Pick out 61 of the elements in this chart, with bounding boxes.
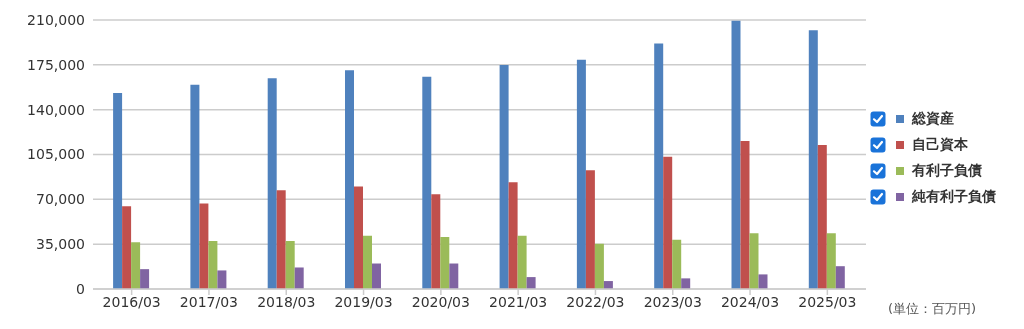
bar bbox=[526, 277, 536, 289]
bar bbox=[808, 30, 818, 289]
bar bbox=[817, 145, 827, 289]
bar bbox=[131, 242, 141, 289]
y-tick-label: 105,000 bbox=[27, 146, 85, 163]
bar bbox=[140, 269, 150, 289]
bar bbox=[199, 203, 209, 289]
legend-label: 純有利子負債 bbox=[912, 188, 996, 206]
bar bbox=[208, 240, 218, 289]
bar bbox=[354, 186, 363, 289]
bar bbox=[835, 266, 845, 289]
bar bbox=[585, 170, 595, 289]
bar bbox=[672, 239, 682, 289]
legend-label: 自己資本 bbox=[912, 136, 968, 154]
text: (単位：百万円) bbox=[888, 300, 977, 318]
bar bbox=[594, 243, 604, 289]
bar bbox=[122, 206, 132, 289]
bar bbox=[758, 274, 768, 289]
bar bbox=[576, 59, 586, 289]
bar bbox=[285, 240, 295, 289]
x-tick-label: 2022/03 bbox=[566, 293, 625, 310]
bar bbox=[517, 235, 527, 289]
y-tick-label: 35,000 bbox=[36, 236, 85, 253]
x-tick-label: 2016/03 bbox=[102, 293, 161, 310]
bar bbox=[422, 76, 432, 289]
x-tick-label: 2023/03 bbox=[643, 293, 702, 310]
bar bbox=[294, 267, 304, 289]
bar bbox=[217, 270, 227, 289]
x-tick-label: 2025/03 bbox=[798, 293, 857, 310]
bar bbox=[731, 20, 741, 289]
bar bbox=[508, 182, 518, 289]
bar bbox=[113, 93, 123, 289]
x-tick-label: 2019/03 bbox=[334, 293, 393, 310]
x-tick-label: 2018/03 bbox=[257, 293, 316, 310]
x-tick-label: 2024/03 bbox=[720, 293, 780, 310]
x-tick-label: 2021/03 bbox=[489, 293, 548, 310]
bar bbox=[663, 156, 673, 289]
bar bbox=[276, 190, 286, 289]
x-tick-label: 2017/03 bbox=[179, 293, 239, 310]
bar bbox=[740, 141, 750, 289]
bar bbox=[499, 64, 509, 289]
y-tick-label: 0 bbox=[76, 280, 85, 297]
bar bbox=[363, 235, 372, 289]
bar bbox=[431, 194, 441, 289]
bar bbox=[372, 263, 381, 289]
bar bbox=[267, 78, 277, 289]
y-tick-label: 70,000 bbox=[36, 191, 85, 208]
bar bbox=[449, 263, 459, 289]
bar bbox=[190, 84, 200, 289]
bar bbox=[681, 278, 691, 289]
bar bbox=[345, 70, 354, 289]
bar bbox=[440, 237, 450, 289]
bar bbox=[749, 233, 759, 289]
bar bbox=[654, 43, 664, 289]
bar bbox=[826, 233, 836, 289]
legend-label: 総資産 bbox=[912, 110, 954, 128]
y-tick-label: 210,000 bbox=[27, 11, 85, 28]
y-tick-label: 140,000 bbox=[27, 101, 85, 118]
x-tick-label: 2020/03 bbox=[411, 293, 470, 310]
y-tick-label: 175,000 bbox=[27, 56, 85, 73]
legend-label: 有利子負債 bbox=[912, 162, 982, 180]
